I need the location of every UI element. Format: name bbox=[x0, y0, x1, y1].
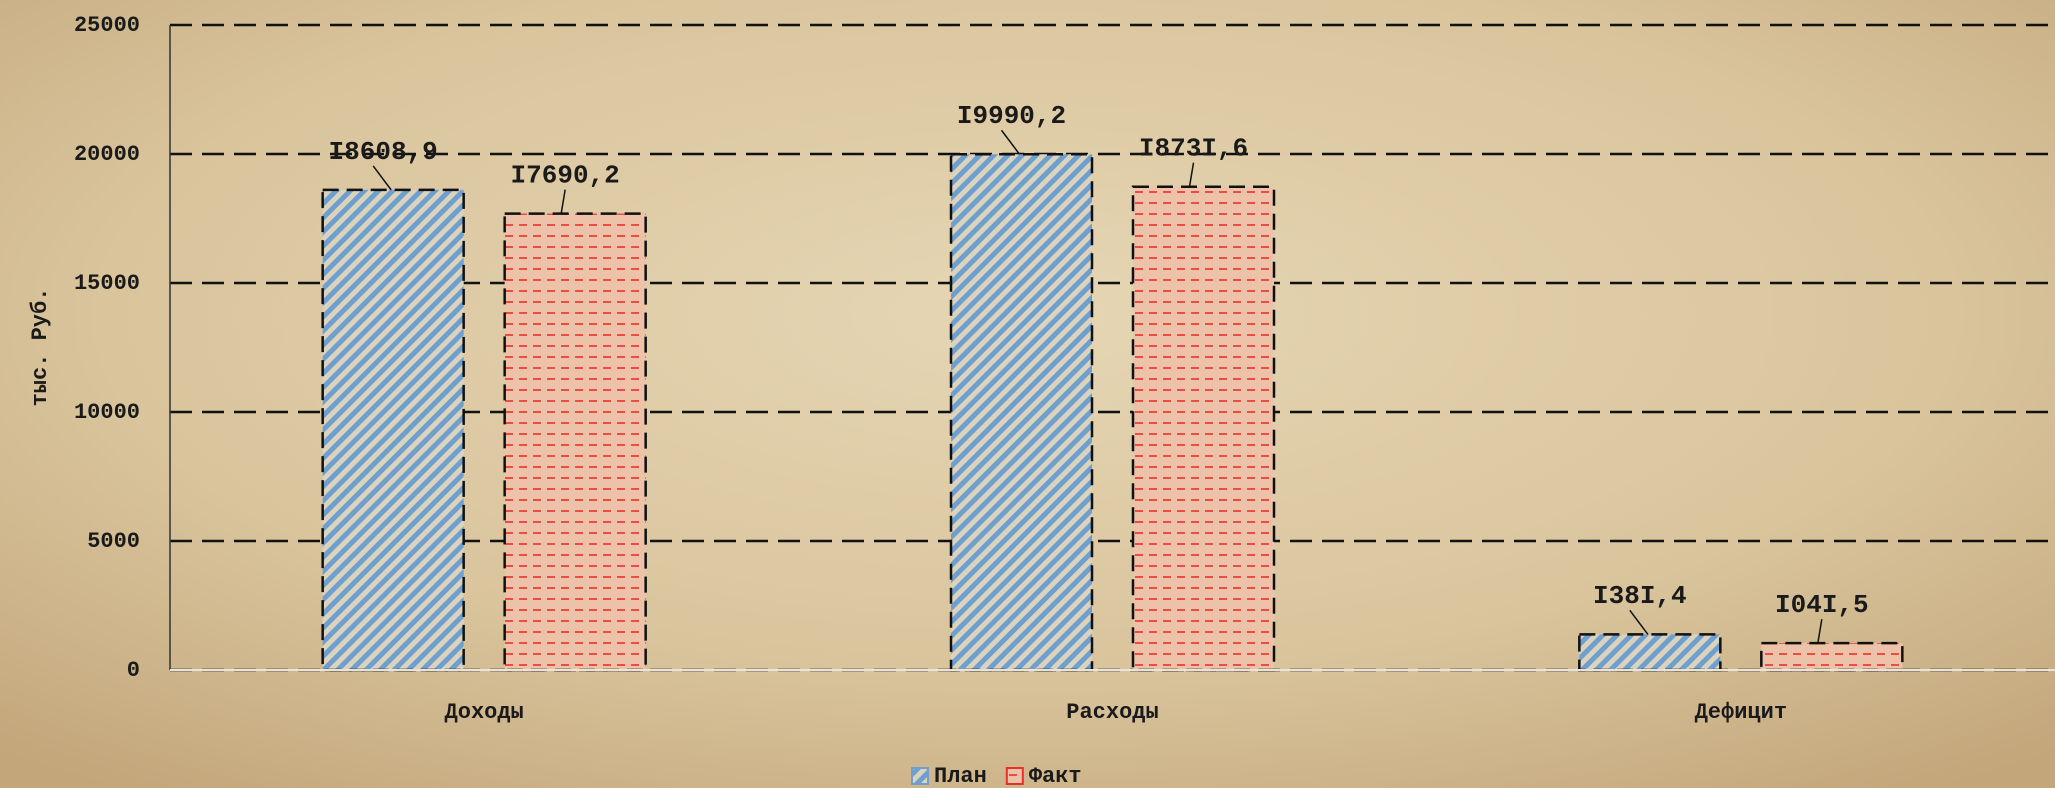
x-tick-label: Расходы bbox=[1066, 700, 1158, 725]
label-leader bbox=[560, 189, 566, 214]
data-label: I8608,9 bbox=[329, 137, 438, 167]
bar bbox=[1131, 185, 1276, 672]
data-label: I9990,2 bbox=[957, 101, 1066, 131]
x-tick-label: Доходы bbox=[445, 700, 524, 725]
data-label: I38I,4 bbox=[1593, 581, 1687, 611]
bar bbox=[1578, 633, 1722, 672]
bar bbox=[503, 212, 647, 672]
label-leader bbox=[372, 165, 392, 191]
legend-label: План bbox=[934, 764, 987, 788]
label-leader bbox=[1817, 619, 1823, 644]
label-leader bbox=[1629, 609, 1649, 635]
y-tick-label: 5000 bbox=[87, 529, 140, 554]
legend-label: Факт bbox=[1029, 764, 1082, 788]
data-label: I7690,2 bbox=[511, 160, 620, 190]
label-leader bbox=[1188, 162, 1195, 187]
y-tick-label: 15000 bbox=[74, 271, 140, 296]
y-tick-label: 0 bbox=[127, 658, 140, 683]
bar bbox=[949, 153, 1094, 672]
bar bbox=[321, 188, 465, 672]
data-label: I04I,5 bbox=[1775, 590, 1869, 620]
y-tick-label: 10000 bbox=[74, 400, 140, 425]
y-tick-label: 20000 bbox=[74, 142, 140, 167]
x-tick-label: Дефицит bbox=[1695, 700, 1787, 725]
y-axis-label: тыс. Руб. bbox=[28, 288, 53, 407]
legend-swatch bbox=[1005, 767, 1024, 785]
legend-swatch bbox=[911, 767, 929, 785]
label-leader bbox=[1000, 129, 1021, 155]
y-tick-label: 25000 bbox=[74, 13, 140, 38]
data-label: I873I,6 bbox=[1139, 134, 1248, 164]
bar bbox=[1760, 641, 1904, 672]
